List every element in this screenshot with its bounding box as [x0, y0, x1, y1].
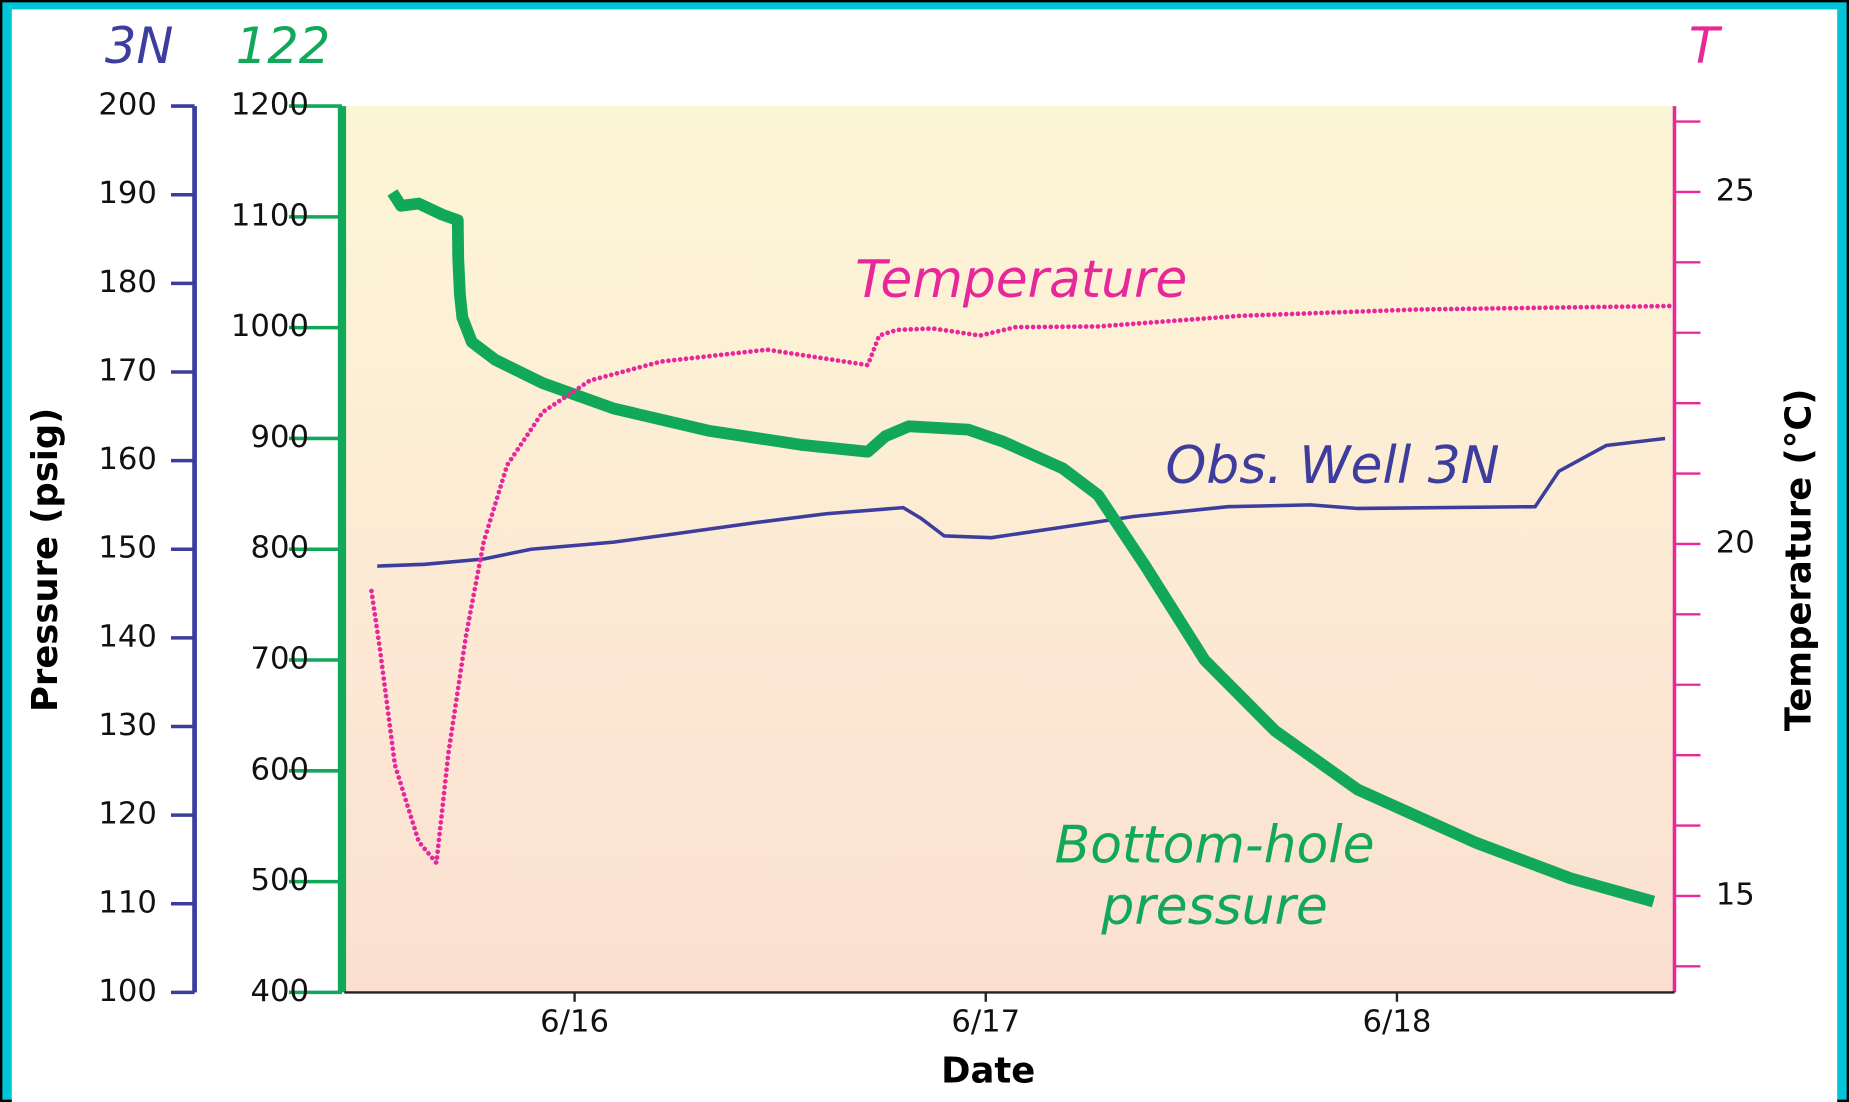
y2-tick-label: 400: [250, 974, 308, 1009]
y-tick-label: 150: [98, 531, 156, 566]
series-annotation: Obs. Well 3N: [1165, 436, 1499, 496]
y2-tick-label: 1200: [231, 88, 309, 123]
y-tick-label: 130: [98, 708, 156, 743]
series-line: [387, 189, 1656, 908]
axes: 100 110 120 130 140 150 160 170 180 190 200 400 500 6…: [98, 88, 1754, 1040]
x-tick-label: 6/16: [540, 1005, 609, 1040]
y-tick-label: 160: [98, 442, 156, 477]
y-tick-label: 100: [98, 974, 156, 1009]
y2-tick-label: 1100: [231, 198, 309, 233]
y-tick-label: 170: [98, 353, 156, 388]
axis-header: 122: [236, 17, 331, 75]
plot-area: [344, 106, 1675, 993]
series-line: [377, 436, 1666, 568]
y3-tick-label: 25: [1716, 173, 1755, 208]
axis-header: T: [1689, 17, 1723, 75]
y-tick-label: 190: [98, 176, 156, 211]
x-tick-label: 6/18: [1363, 1005, 1432, 1040]
series-group: [369, 189, 1677, 908]
y-axis-title: Pressure (psig): [25, 408, 66, 712]
series-annotation: pressure: [1100, 877, 1327, 937]
y2-tick-label: 600: [250, 752, 308, 787]
x-tick-label: 6/17: [951, 1005, 1020, 1040]
series-annotation: Temperature: [855, 250, 1187, 310]
y3-tick-label: 15: [1716, 877, 1755, 912]
y-tick-label: 120: [98, 797, 156, 832]
y-tick-label: 180: [98, 265, 156, 300]
y2-tick-label: 700: [250, 642, 308, 677]
x-axis-title: Date: [941, 1051, 1035, 1092]
y-tick-label: 110: [98, 885, 156, 920]
y-tick-label: 200: [98, 88, 156, 123]
y2-tick-label: 800: [250, 531, 308, 566]
series-annotation: Bottom-hole: [1055, 816, 1375, 876]
y2-tick-label: 1000: [231, 309, 309, 344]
series-line: [369, 303, 1677, 869]
y2-tick-label: 900: [250, 420, 308, 455]
y3-tick-label: 20: [1716, 525, 1755, 560]
y3-axis-title: Temperature (°C): [1779, 389, 1820, 732]
y-tick-label: 140: [98, 619, 156, 654]
axis-header: 3N: [105, 17, 174, 75]
y2-tick-label: 500: [250, 863, 308, 898]
